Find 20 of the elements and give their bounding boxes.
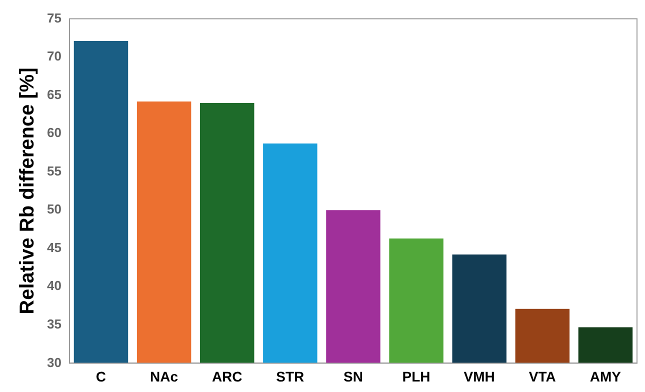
x-tick-label: STR [276, 368, 304, 384]
y-tick-label: 45 [46, 240, 62, 255]
y-tick-label: 65 [46, 86, 62, 102]
x-tick-label: VTA [528, 368, 556, 384]
x-tick-label: ARC [212, 368, 242, 384]
x-tick-label: PLH [402, 368, 430, 384]
y-tick-label: 35 [46, 316, 62, 332]
y-tick-label: 50 [46, 202, 62, 217]
y-axis-title: Relative Rb difference [%] [16, 68, 39, 314]
y-tick-label: 75 [46, 10, 62, 26]
x-tick-label: SN [344, 368, 363, 384]
x-tick-label: VMH [464, 368, 495, 384]
x-tick-label: NAc [150, 368, 178, 384]
y-tick-label: 55 [46, 163, 62, 178]
y-tick-label: 60 [46, 125, 62, 140]
y-tick-label: 30 [46, 354, 62, 370]
y-tick-label: 70 [46, 48, 62, 64]
x-tick-label: C [96, 368, 106, 384]
y-tick-label: 40 [46, 278, 62, 294]
x-tick-label: AMY [590, 368, 622, 384]
